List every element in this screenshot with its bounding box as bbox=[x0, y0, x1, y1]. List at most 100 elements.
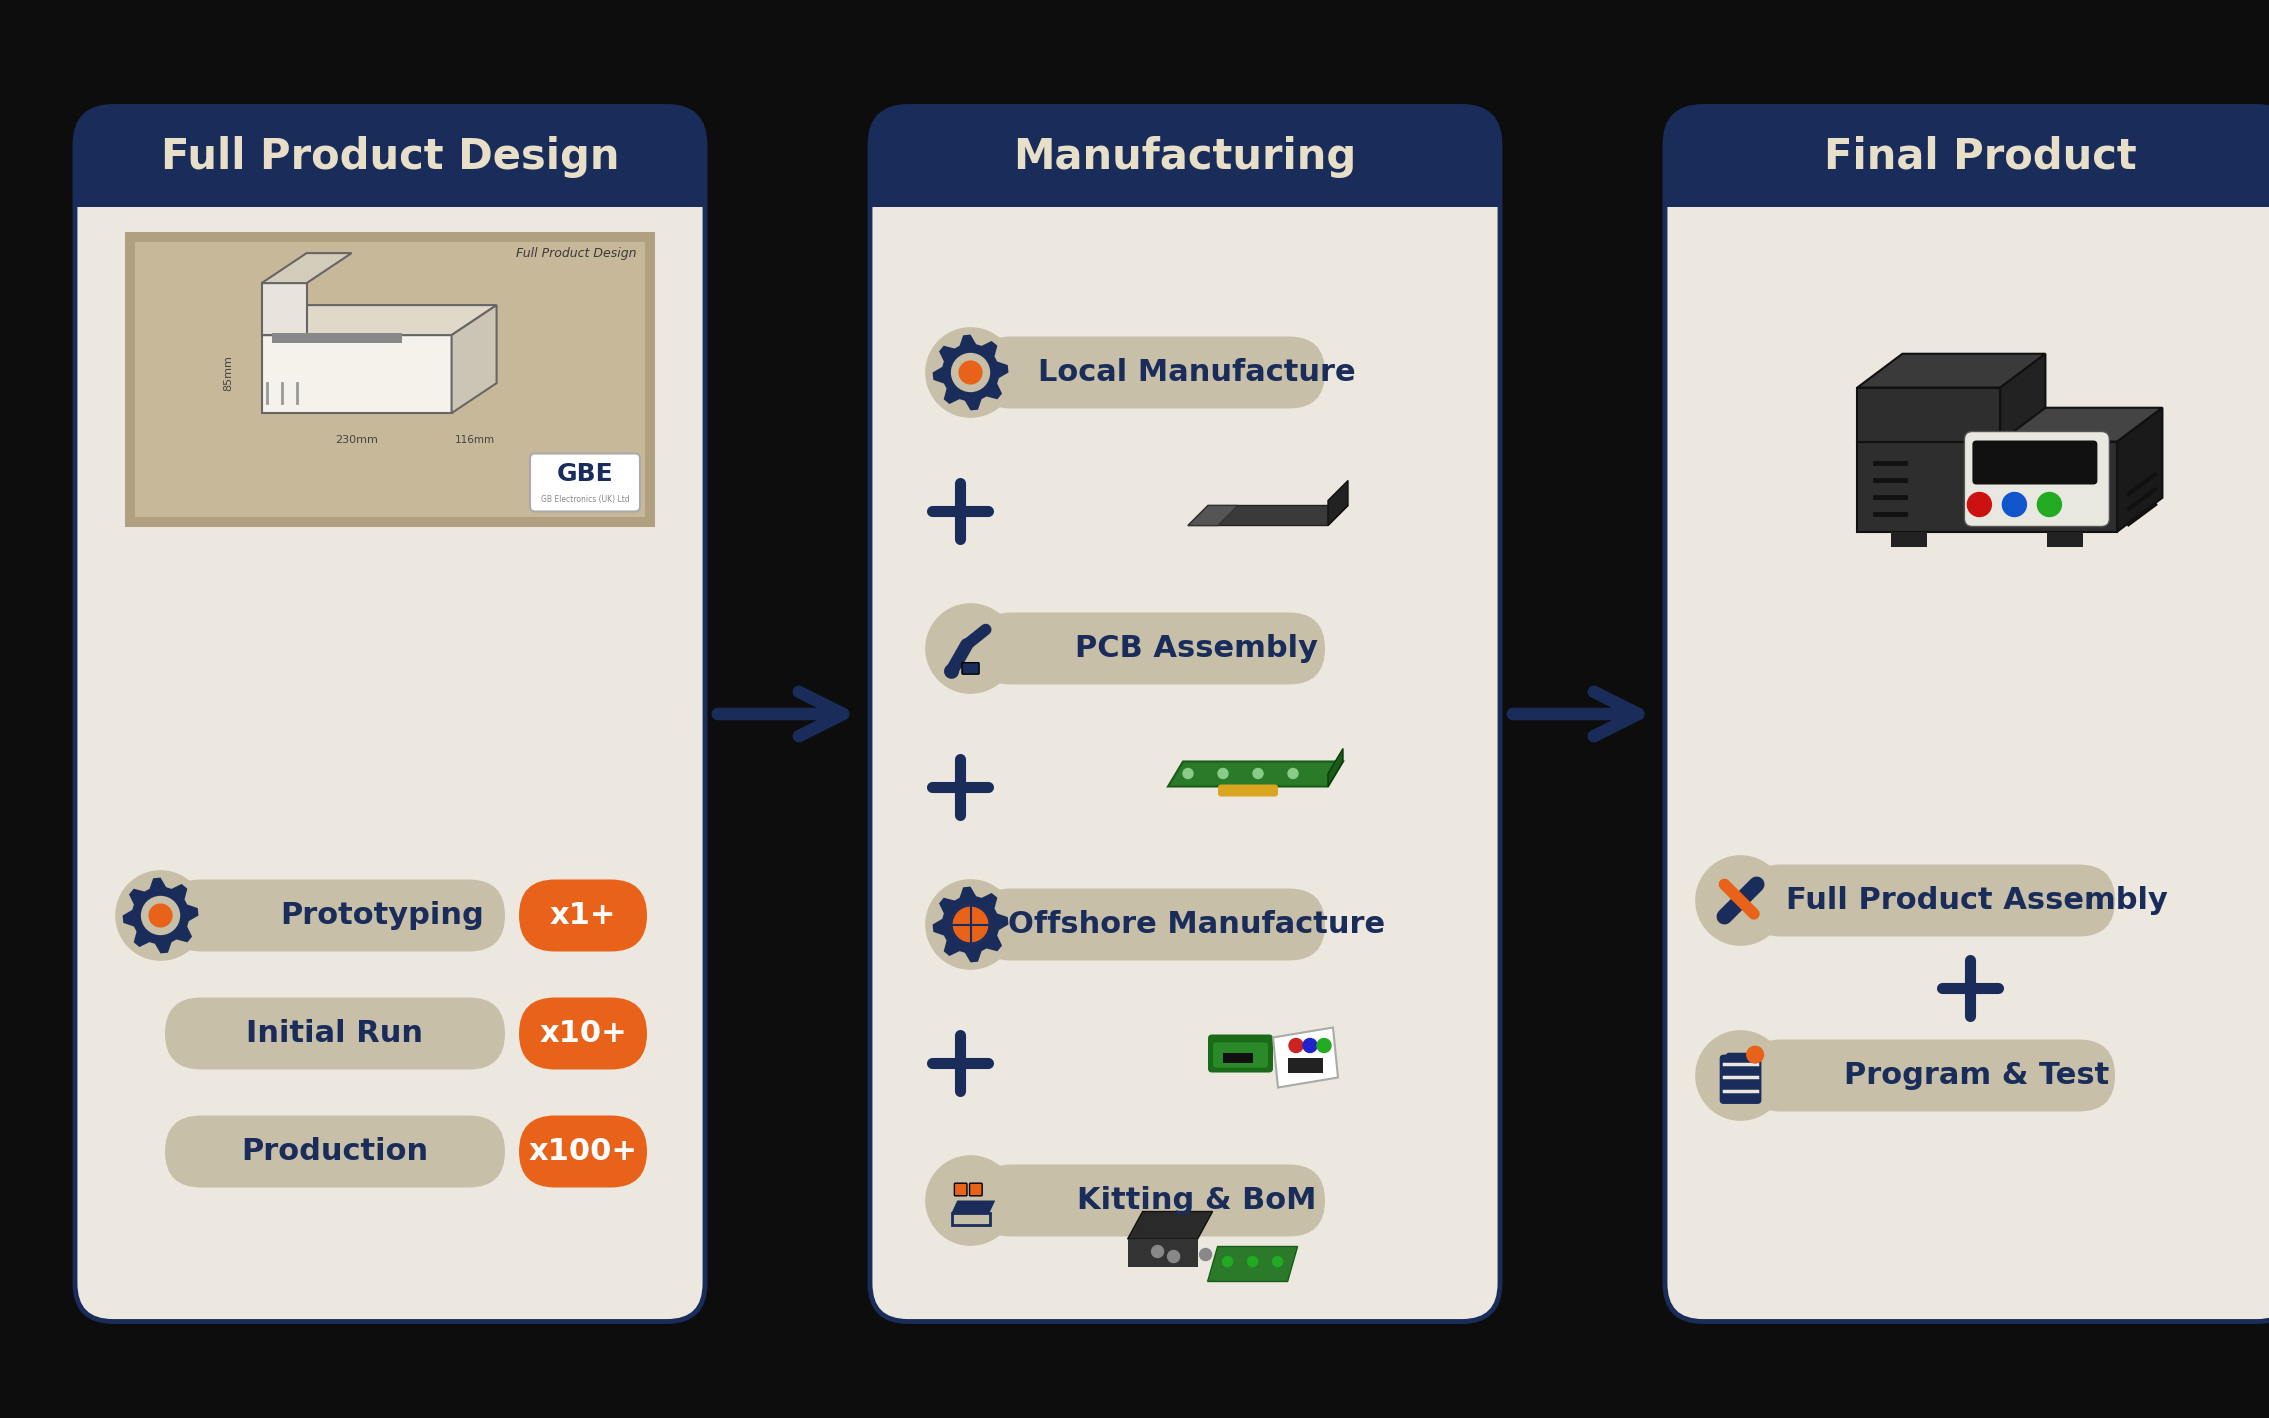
Circle shape bbox=[951, 906, 989, 943]
Text: Full Product Assembly: Full Product Assembly bbox=[1786, 886, 2167, 915]
Text: Kitting & BoM: Kitting & BoM bbox=[1078, 1185, 1316, 1215]
Text: Final Product: Final Product bbox=[1824, 136, 2137, 177]
Text: Initial Run: Initial Run bbox=[247, 1020, 424, 1048]
Polygon shape bbox=[261, 305, 497, 335]
Circle shape bbox=[1182, 769, 1193, 778]
Text: Manufacturing: Manufacturing bbox=[1014, 136, 1357, 177]
FancyBboxPatch shape bbox=[1218, 784, 1277, 797]
Polygon shape bbox=[933, 886, 1007, 963]
Polygon shape bbox=[452, 305, 497, 413]
Circle shape bbox=[926, 879, 1014, 968]
Circle shape bbox=[926, 1156, 1014, 1245]
Polygon shape bbox=[1327, 749, 1343, 787]
Text: 116mm: 116mm bbox=[454, 435, 495, 445]
FancyBboxPatch shape bbox=[1665, 106, 2269, 1322]
Circle shape bbox=[1695, 1031, 1786, 1120]
FancyBboxPatch shape bbox=[955, 1183, 967, 1195]
Bar bbox=[1128, 1239, 1198, 1266]
Text: Full Product Design: Full Product Design bbox=[161, 136, 619, 177]
Polygon shape bbox=[1169, 761, 1343, 787]
Text: Local Manufacture: Local Manufacture bbox=[1037, 357, 1355, 387]
FancyBboxPatch shape bbox=[869, 106, 1500, 207]
Circle shape bbox=[1289, 769, 1298, 778]
Circle shape bbox=[2038, 492, 2063, 516]
Text: x1+: x1+ bbox=[549, 900, 617, 930]
FancyBboxPatch shape bbox=[531, 454, 640, 512]
FancyBboxPatch shape bbox=[1665, 106, 2269, 207]
Polygon shape bbox=[1189, 505, 1239, 526]
Bar bbox=[272, 333, 402, 343]
Circle shape bbox=[933, 611, 1007, 686]
FancyBboxPatch shape bbox=[1965, 431, 2110, 526]
Polygon shape bbox=[1189, 505, 1348, 526]
Polygon shape bbox=[1858, 387, 2001, 441]
FancyBboxPatch shape bbox=[1745, 865, 2115, 936]
Circle shape bbox=[1200, 1248, 1212, 1261]
Bar bbox=[1223, 1052, 1252, 1062]
Bar bbox=[1289, 1058, 1323, 1072]
Circle shape bbox=[926, 328, 1014, 417]
Polygon shape bbox=[261, 335, 452, 413]
Circle shape bbox=[116, 871, 204, 960]
Text: GBE: GBE bbox=[556, 462, 613, 486]
Circle shape bbox=[1302, 1038, 1316, 1052]
Bar bbox=[125, 231, 656, 526]
FancyBboxPatch shape bbox=[1727, 1052, 1756, 1062]
Circle shape bbox=[1695, 856, 1786, 946]
Text: 230mm: 230mm bbox=[336, 435, 379, 445]
FancyBboxPatch shape bbox=[976, 613, 1325, 685]
FancyBboxPatch shape bbox=[976, 889, 1325, 960]
Polygon shape bbox=[951, 1201, 996, 1212]
Bar bbox=[869, 156, 1500, 207]
FancyBboxPatch shape bbox=[1720, 1055, 1761, 1105]
FancyBboxPatch shape bbox=[976, 336, 1325, 408]
FancyBboxPatch shape bbox=[520, 1116, 647, 1187]
Text: Offshore Manufacture: Offshore Manufacture bbox=[1007, 910, 1386, 939]
Polygon shape bbox=[1858, 408, 2162, 441]
Circle shape bbox=[1153, 1245, 1164, 1258]
Circle shape bbox=[1289, 1038, 1302, 1052]
Circle shape bbox=[141, 896, 179, 934]
Polygon shape bbox=[2001, 353, 2044, 441]
Circle shape bbox=[1273, 1256, 1282, 1266]
Text: PCB Assembly: PCB Assembly bbox=[1076, 634, 1318, 664]
FancyBboxPatch shape bbox=[166, 997, 506, 1069]
Bar bbox=[134, 241, 644, 516]
Circle shape bbox=[1252, 769, 1264, 778]
Polygon shape bbox=[1858, 441, 2117, 532]
Text: 85mm: 85mm bbox=[225, 354, 234, 391]
FancyBboxPatch shape bbox=[166, 879, 506, 951]
Bar bbox=[1665, 156, 2269, 207]
Polygon shape bbox=[1858, 353, 2044, 387]
FancyBboxPatch shape bbox=[75, 106, 706, 207]
Circle shape bbox=[951, 353, 989, 391]
Circle shape bbox=[944, 665, 958, 678]
FancyBboxPatch shape bbox=[869, 106, 1500, 1322]
FancyBboxPatch shape bbox=[75, 106, 706, 1322]
Circle shape bbox=[926, 604, 1014, 693]
Polygon shape bbox=[1327, 481, 1348, 526]
FancyBboxPatch shape bbox=[1745, 1039, 2115, 1112]
Polygon shape bbox=[933, 335, 1007, 410]
Polygon shape bbox=[1273, 1028, 1339, 1088]
FancyBboxPatch shape bbox=[969, 1183, 982, 1195]
FancyBboxPatch shape bbox=[1214, 1042, 1268, 1068]
Circle shape bbox=[150, 905, 172, 927]
FancyBboxPatch shape bbox=[1207, 1035, 1273, 1072]
Circle shape bbox=[1248, 1256, 1257, 1266]
Text: GB Electronics (UK) Ltd: GB Electronics (UK) Ltd bbox=[540, 495, 629, 503]
Text: Full Product Design: Full Product Design bbox=[517, 247, 638, 259]
Polygon shape bbox=[2047, 532, 2083, 546]
Bar bbox=[75, 156, 706, 207]
Circle shape bbox=[1223, 1256, 1232, 1266]
Circle shape bbox=[933, 1163, 1007, 1238]
FancyBboxPatch shape bbox=[520, 879, 647, 951]
Polygon shape bbox=[1128, 1211, 1212, 1239]
Polygon shape bbox=[2117, 408, 2162, 532]
Polygon shape bbox=[261, 252, 352, 284]
FancyBboxPatch shape bbox=[166, 1116, 506, 1187]
Circle shape bbox=[1702, 1038, 1779, 1113]
Text: Program & Test: Program & Test bbox=[1845, 1061, 2110, 1090]
FancyBboxPatch shape bbox=[976, 1164, 1325, 1236]
FancyBboxPatch shape bbox=[520, 997, 647, 1069]
